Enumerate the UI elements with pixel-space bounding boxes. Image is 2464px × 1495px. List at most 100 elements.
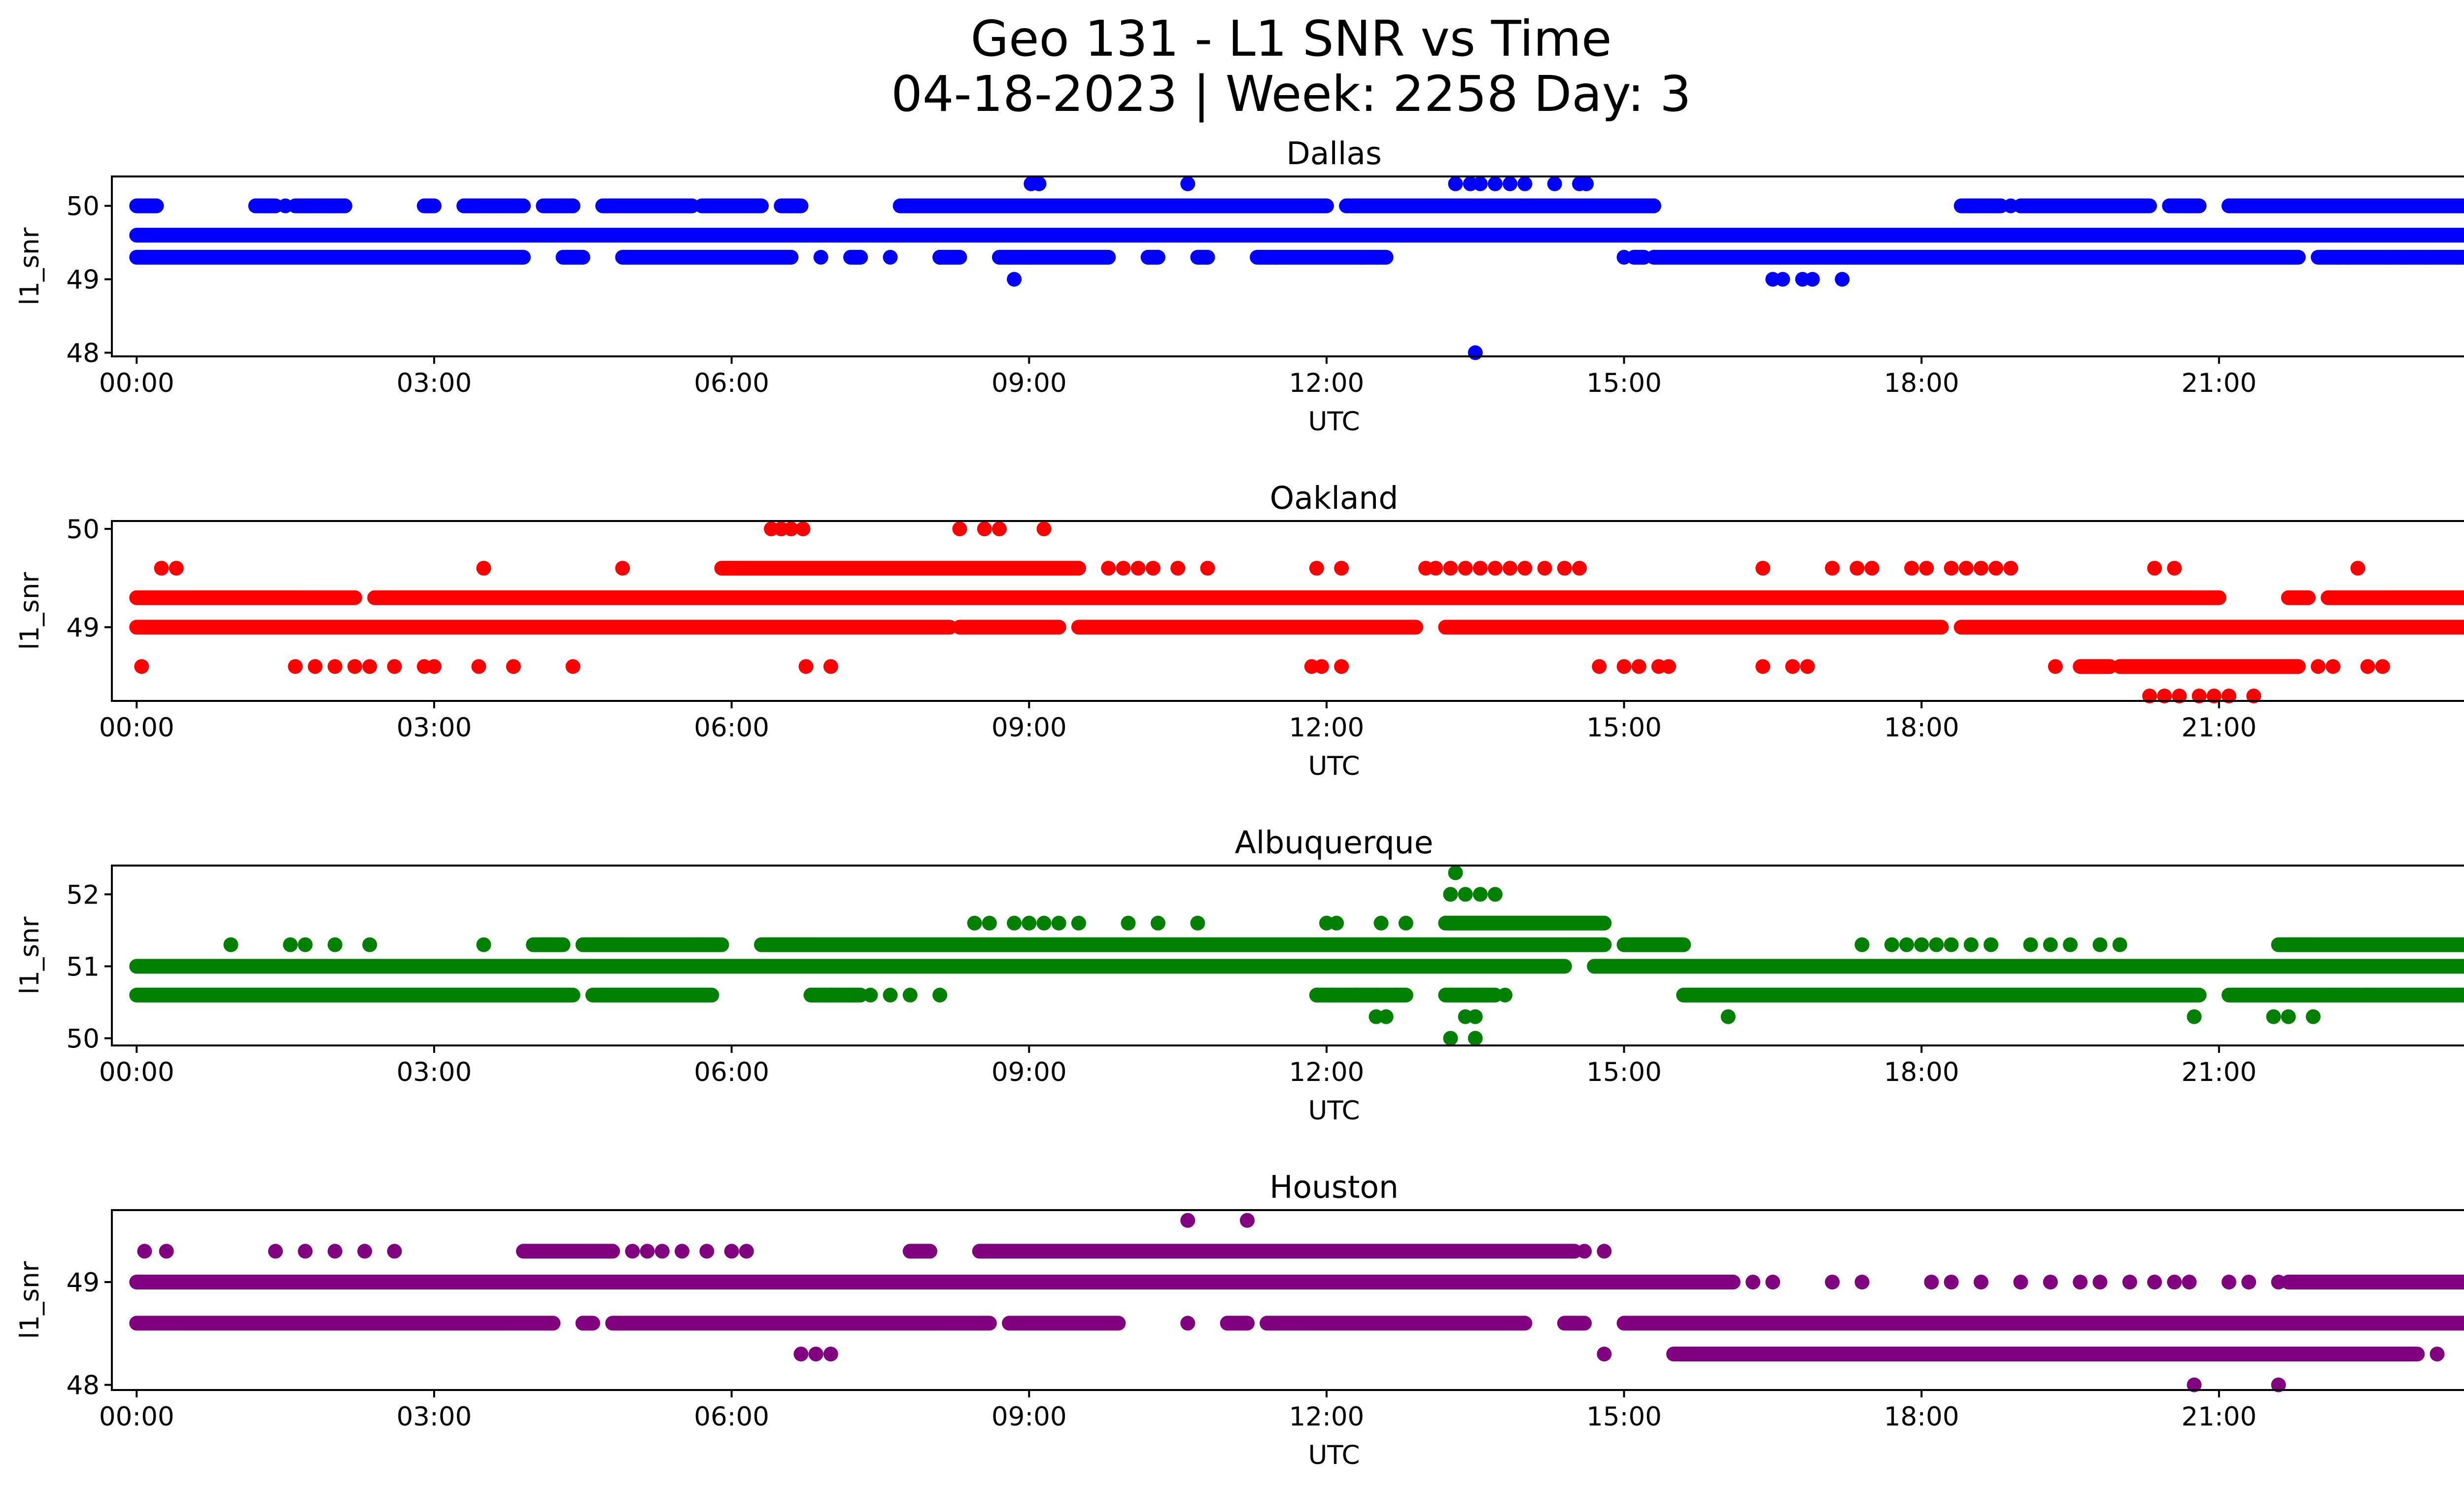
panel-4: Houston 00:00 03:00 06:00 09:00 12:00 15:00 18:… — [15, 1169, 2464, 1470]
panel-3-data-point — [1854, 937, 1870, 952]
panel-2-xtick-label: 06:00 — [694, 713, 769, 743]
panel-2-data-point — [1958, 560, 1974, 576]
panel-2-data-point — [308, 659, 323, 674]
panel-4-data-point — [1239, 1213, 1255, 1228]
panel-3-data-point — [2023, 937, 2038, 952]
panel-3-data-point — [803, 987, 819, 1003]
panel-1-points — [129, 176, 2464, 360]
panel-2-data-point — [1130, 560, 1146, 576]
panel-4-data-point — [2241, 1275, 2257, 1289]
panel-1-data-point — [1503, 176, 1518, 191]
panel-2-data-point — [1309, 560, 1324, 576]
panel-2-data-point — [1170, 560, 1186, 576]
panel-1-data-point — [2221, 198, 2236, 213]
panel-1-data-point — [1180, 176, 1196, 191]
panel-3-data-point — [2449, 987, 2464, 1003]
panel-1-data-point — [421, 198, 437, 213]
panel-4-xtick-label: 03:00 — [397, 1402, 472, 1432]
panel-1-data-point — [456, 198, 472, 213]
panel-1-title: Dallas — [1286, 136, 1382, 172]
panel-2-data-point — [1200, 560, 1215, 576]
panel-3-data-point — [1022, 915, 1037, 931]
panel-3-data-point — [2063, 937, 2078, 952]
panel-1-xtick-label: 00:00 — [99, 368, 174, 398]
panel-4-data-point — [1577, 1244, 1592, 1259]
panel-1-xtick-label: 09:00 — [992, 368, 1067, 398]
panel-3-data-point — [883, 987, 898, 1003]
panel-1-data-point — [789, 198, 805, 213]
panel-4-xtick-label: 00:00 — [99, 1402, 174, 1432]
panel-1-xtick-label: 18:00 — [1884, 368, 1959, 398]
panel-3-data-point — [823, 987, 838, 1003]
panel-4-data-point — [1597, 1244, 1612, 1259]
panel-1-ytick-label: 50 — [67, 192, 100, 222]
panel-2-xtick-label: 12:00 — [1289, 713, 1365, 743]
panel-1-data-point — [2162, 198, 2177, 213]
panel-2-data-point — [1458, 560, 1473, 576]
panel-4-data-point — [625, 1244, 640, 1259]
panel-4-xtick-label: 18:00 — [1884, 1402, 1959, 1432]
panel-2-points — [129, 521, 2464, 704]
panel-1-xtick-label: 15:00 — [1586, 368, 1662, 398]
panel-3-data-point — [1150, 915, 1165, 931]
panel-4-data-point — [1765, 1275, 1780, 1289]
panel-4-data-point — [823, 1347, 838, 1361]
panel-3-xtick-label: 21:00 — [2181, 1057, 2257, 1087]
panel-3-xtick-label: 18:00 — [1884, 1057, 1959, 1087]
panel-2-xtick-label: 18:00 — [1884, 713, 1959, 743]
panel-1-xtick-label: 06:00 — [694, 368, 769, 398]
panel-2-data-point — [387, 659, 402, 674]
panel-2-data-point — [476, 560, 491, 576]
panel-1-data-point — [2395, 249, 2410, 265]
panel-3-data-point — [476, 937, 491, 952]
panel-4-data-point — [1260, 1316, 1275, 1331]
panel-3-data-point — [2321, 987, 2336, 1003]
panel-3-data-point — [2092, 937, 2108, 952]
panel-2-data-point — [1503, 560, 1518, 576]
panel-4-ytick-label: 48 — [67, 1371, 100, 1401]
panel-1-data-point — [1616, 249, 1632, 265]
panel-2-frame — [111, 520, 2464, 702]
panel-1-data-point — [2380, 249, 2395, 265]
panel-2: Oakland 00:00 03:00 06:00 09:00 12:00 15:00 18:… — [15, 480, 2464, 781]
panel-2-data-point — [471, 659, 486, 674]
panel-3-data-point — [1190, 915, 1205, 931]
panel-3-data-point — [1472, 887, 1488, 902]
panel-3-data-point — [1388, 987, 1403, 1003]
panel-2-data-point — [1314, 659, 1329, 674]
figure-title-line-1: Geo 131 - L1 SNR vs Time — [971, 10, 1612, 68]
panel-2-data-point — [1334, 560, 1349, 576]
panel-4-data-point — [1220, 1316, 1235, 1331]
panel-2-data-point — [1919, 560, 1934, 576]
panel-2-data-point — [1517, 560, 1533, 576]
panel-2-data-point — [615, 560, 630, 576]
panel-1-data-point — [1579, 176, 1594, 191]
panel-1-data-point — [620, 249, 635, 265]
panel-3-data-point — [1309, 987, 1324, 1003]
panel-4-data-point — [1597, 1347, 1612, 1361]
panel-4-frame — [111, 1209, 2464, 1391]
panel-3-xtick-label: 03:00 — [397, 1057, 472, 1087]
panel-4-data-point — [640, 1244, 655, 1259]
panel-4-data-point — [1180, 1316, 1196, 1331]
panel-2-data-point — [1849, 560, 1865, 576]
panel-4-data-point — [724, 1244, 739, 1259]
panel-1-data-point — [1031, 176, 1047, 191]
panel-2-data-point — [1101, 560, 1116, 576]
panel-3-data-point — [1443, 987, 1458, 1003]
panel-3-xtick-label: 06:00 — [694, 1057, 769, 1087]
panel-2-data-point — [992, 521, 1007, 536]
panel-3-data-point — [1468, 1009, 1483, 1024]
panel-1-data-point — [848, 249, 863, 265]
panel-3-data-point — [298, 937, 313, 952]
panel-2-data-point — [1428, 560, 1443, 576]
panel-3-data-point — [1071, 915, 1086, 931]
panel-1-xtick-label: 21:00 — [2181, 368, 2257, 398]
panel-1-data-point — [2013, 198, 2028, 213]
panel-1-data-point — [1339, 198, 1354, 213]
panel-2-data-point — [1825, 560, 1840, 576]
panel-1-data-point — [1984, 198, 1999, 213]
panel-4-ylabel: l1_snr — [15, 1261, 45, 1339]
panel-2-data-point — [362, 659, 377, 674]
panel-4-xtick-label: 21:00 — [2181, 1402, 2257, 1432]
